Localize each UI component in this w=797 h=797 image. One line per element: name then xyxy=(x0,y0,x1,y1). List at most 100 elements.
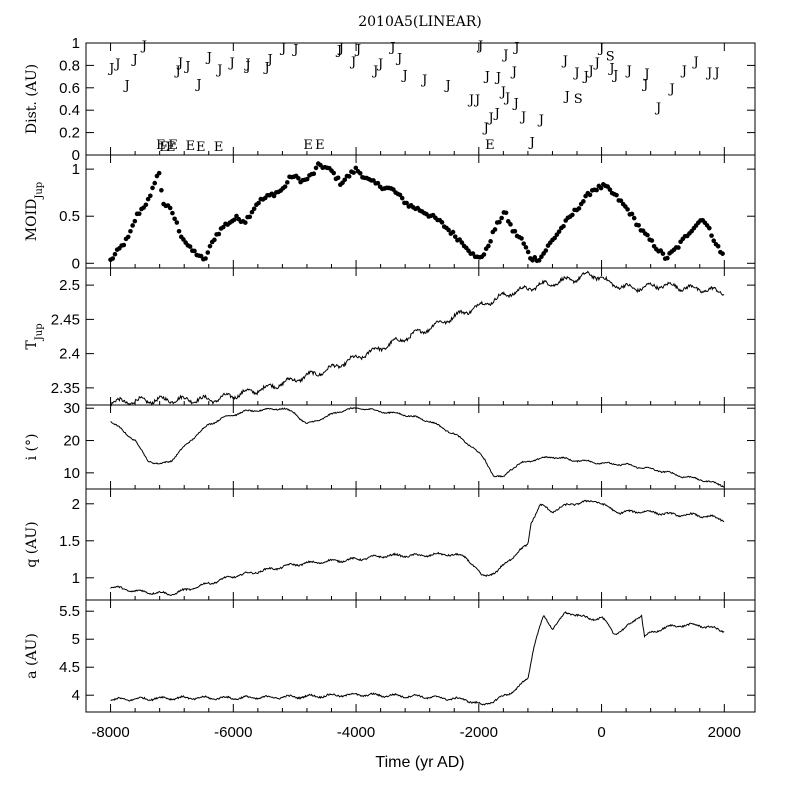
moid-point xyxy=(207,243,213,249)
encounter-J: J xyxy=(354,43,361,58)
moid-point xyxy=(136,211,142,217)
moid-point xyxy=(313,165,319,171)
encounter-J: J xyxy=(291,43,298,58)
encounter-J: J xyxy=(123,78,130,93)
encounter-J: J xyxy=(563,90,570,105)
encounter-J: J xyxy=(205,50,212,65)
encounter-J: J xyxy=(243,57,250,72)
ytick-label-dist: 0.4 xyxy=(59,102,80,119)
moid-point xyxy=(212,237,217,243)
encounter-J: J xyxy=(611,68,618,83)
moid-point xyxy=(481,252,487,257)
ytick-label-dist: 0 xyxy=(72,147,80,164)
ytick-label-a: 5 xyxy=(72,631,80,648)
encounter-J: J xyxy=(266,53,273,68)
y-axis-label-q: q (AU) xyxy=(24,521,40,567)
series-line-incl xyxy=(110,407,725,488)
moid-point xyxy=(618,198,624,204)
moid-point xyxy=(715,243,721,249)
moid-point xyxy=(331,170,337,176)
moid-point xyxy=(156,170,162,176)
moid-point xyxy=(570,212,575,218)
moid-point xyxy=(304,176,310,182)
encounter-J: J xyxy=(680,64,687,79)
y-axis-label-tjup: TJup xyxy=(24,323,45,349)
moid-point xyxy=(446,227,451,233)
moid-point xyxy=(397,192,403,198)
encounter-E: E xyxy=(315,138,325,153)
series-line-a xyxy=(110,611,725,706)
encounter-J: J xyxy=(483,69,490,84)
x-axis: -8000 -6000 -4000 -2000 0 2000 xyxy=(91,724,741,741)
ytick-label-tjup: 2.35 xyxy=(51,380,80,397)
moid-point xyxy=(375,180,381,186)
encounter-J: J xyxy=(337,41,344,56)
ytick-label-tjup: 2.5 xyxy=(59,277,80,294)
encounter-J: J xyxy=(607,62,614,77)
moid-point xyxy=(519,236,524,241)
moid-point xyxy=(404,200,409,206)
moid-point xyxy=(152,180,158,186)
encounter-E: E xyxy=(303,138,313,153)
series-line-q xyxy=(110,499,725,597)
encounter-J: J xyxy=(376,57,383,72)
panel-q: 1 1.5 2 q (AU) xyxy=(24,488,756,601)
xtick-label: 2000 xyxy=(708,724,741,741)
encounter-J: J xyxy=(262,61,269,76)
moid-point xyxy=(709,233,714,238)
moid-point xyxy=(636,222,641,228)
ytick-label-tjup: 2.4 xyxy=(59,346,80,363)
encounter-J: J xyxy=(510,65,517,80)
encounter-J: J xyxy=(499,85,506,100)
moid-point xyxy=(353,165,359,171)
xtick-label: -8000 xyxy=(91,724,129,741)
encounter-J: J xyxy=(512,40,519,55)
ytick-label-a: 4 xyxy=(72,687,80,704)
encounter-J: J xyxy=(401,68,408,83)
moid-point xyxy=(707,225,712,231)
encounter-J: J xyxy=(593,56,600,71)
moid-point xyxy=(399,195,405,201)
encounter-J: J xyxy=(107,62,114,77)
moid-point xyxy=(150,185,155,191)
ytick-label-dist: 0.6 xyxy=(59,80,80,97)
moid-point xyxy=(231,217,237,223)
moid-point xyxy=(249,209,255,215)
encounter-J: J xyxy=(691,55,698,70)
ytick-label-tjup: 2.45 xyxy=(51,311,80,328)
encounter-J: J xyxy=(140,39,147,54)
encounter-E: E xyxy=(168,138,178,153)
ytick-label-dist: 0.2 xyxy=(59,125,80,142)
moid-point xyxy=(660,251,666,256)
moid-point xyxy=(159,187,164,193)
encounter-J: J xyxy=(183,59,190,74)
moid-point xyxy=(561,223,566,229)
moid-point xyxy=(450,229,456,235)
encounter-J: J xyxy=(494,71,501,86)
moid-point xyxy=(552,235,557,241)
moid-point xyxy=(536,258,542,263)
encounter-E: E xyxy=(214,140,224,155)
moid-point xyxy=(203,256,208,261)
moid-point xyxy=(598,185,604,191)
chart-title: 2010A5(LINEAR) xyxy=(358,14,482,30)
panel-frame-a xyxy=(85,599,756,713)
moid-point xyxy=(167,205,173,211)
encounter-J: J xyxy=(561,54,568,69)
xtick-label: -4000 xyxy=(337,724,375,741)
moid-point xyxy=(488,239,493,244)
encounter-J: J xyxy=(625,64,632,79)
moid-point xyxy=(346,174,352,179)
moid-point xyxy=(220,224,226,230)
moid-point xyxy=(645,232,650,238)
encounter-J: J xyxy=(572,66,579,81)
encounter-J: J xyxy=(503,91,510,106)
moid-point xyxy=(614,192,619,198)
moid-point xyxy=(251,206,257,212)
moid-point xyxy=(342,177,348,183)
moid-point xyxy=(335,175,341,181)
moid-point xyxy=(452,234,458,239)
